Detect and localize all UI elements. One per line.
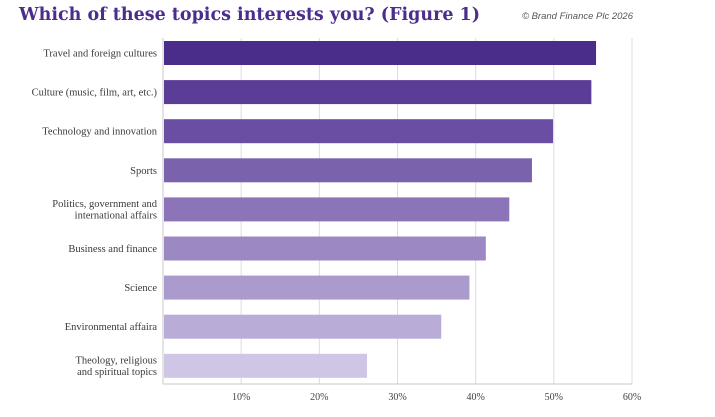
tick-label-3: 30%	[388, 392, 406, 403]
bar-9	[164, 353, 368, 378]
category-label-1: Travel and foreign cultures	[43, 49, 157, 60]
copyright-note: © Brand Finance Plc 2026	[521, 11, 633, 22]
tick-label-6: 60%	[623, 392, 641, 403]
tick-labels: 10% 20% 30% 40% 50% 60%	[232, 392, 641, 403]
bar-7	[164, 275, 470, 300]
bar-2	[164, 80, 592, 105]
category-label-7: Science	[124, 283, 157, 294]
bar-5	[164, 197, 510, 222]
category-label-8: Environmental affaira	[65, 322, 158, 333]
tick-label-5: 50%	[545, 392, 563, 403]
category-label-3: Technology and innovation	[42, 127, 157, 138]
bar-4	[164, 158, 532, 183]
bars	[164, 41, 597, 378]
category-label-9: Theology, religious and spiritual topics	[75, 356, 157, 379]
category-label-4: Sports	[130, 166, 157, 177]
category-label-5: Politics, government and international af…	[52, 199, 157, 222]
page-title: Which of these topics interests you? (Fi…	[19, 5, 480, 25]
bar-1	[164, 41, 597, 65]
category-label-6: Business and finance	[68, 244, 157, 255]
category-labels: Travel and foreign cultures Culture (musi…	[32, 49, 158, 379]
tick-label-4: 40%	[466, 392, 484, 403]
category-label-2: Culture (music, film, art, etc.)	[32, 88, 158, 99]
bar-6	[164, 236, 486, 261]
bar-3	[164, 119, 554, 144]
tick-label-1: 10%	[232, 392, 250, 403]
tick-label-2: 20%	[310, 392, 328, 403]
bar-8	[164, 314, 442, 339]
